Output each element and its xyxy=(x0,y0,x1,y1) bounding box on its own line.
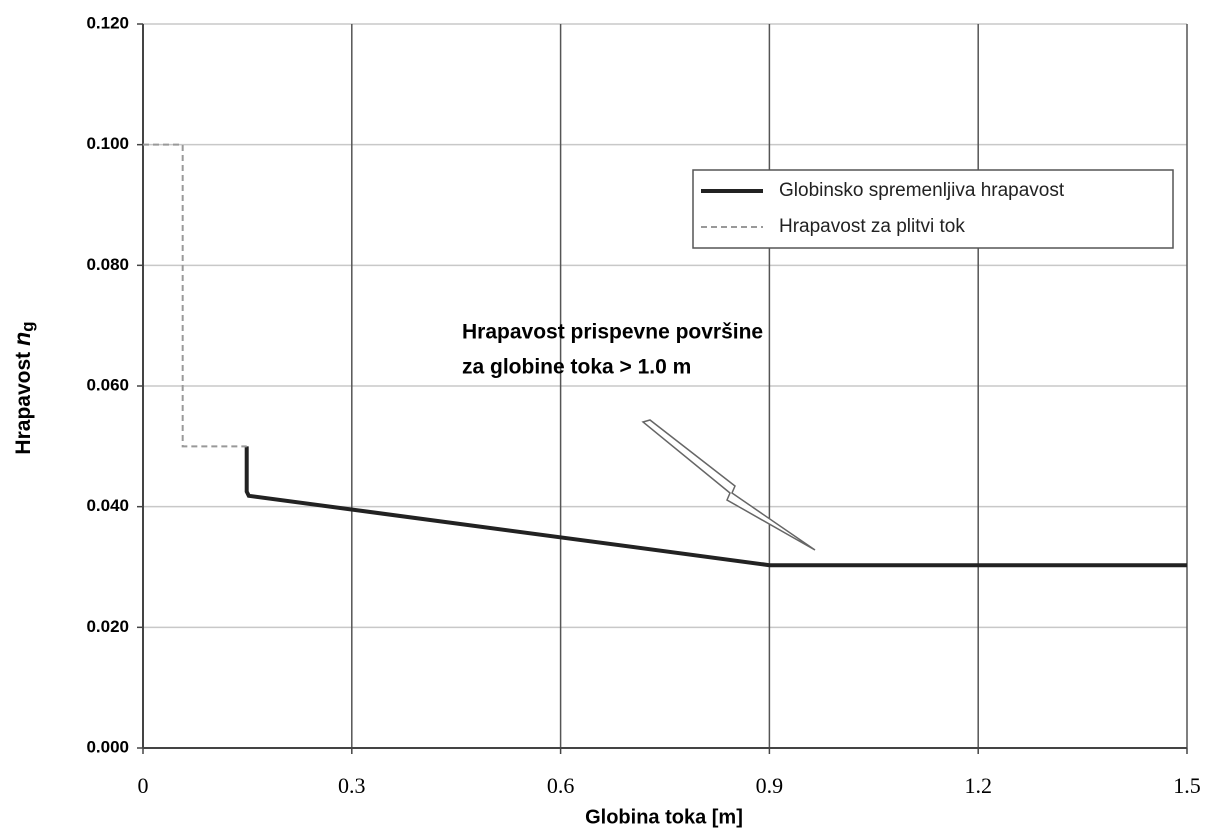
x-tick-label: 0.9 xyxy=(756,773,784,798)
y-tick-label: 0.040 xyxy=(86,496,129,515)
x-tick-label: 0 xyxy=(138,773,149,798)
y-tick-label: 0.020 xyxy=(86,617,129,636)
annotation-arrow xyxy=(641,419,816,551)
x-tick-label: 1.5 xyxy=(1173,773,1201,798)
series-line xyxy=(143,143,247,448)
y-tick-label: 0.080 xyxy=(86,255,129,274)
y-tick-label: 0.100 xyxy=(86,134,129,153)
y-tick-label: 0.060 xyxy=(86,375,129,394)
series-line xyxy=(244,446,1187,568)
annotation: za globine toka > 1.0 m xyxy=(462,356,691,379)
annotation: Hrapavost prispevne površine xyxy=(462,321,763,344)
y-tick-label: 0.000 xyxy=(86,737,129,756)
y-label-var: n xyxy=(9,332,35,346)
x-tick-label: 0.6 xyxy=(547,773,575,798)
legend-label: Globinsko spremenljiva hrapavost xyxy=(779,180,1065,201)
grid-layer: 0.000 0.020 0.040 0.060 0.080 0.100 0.120 0 0.3 0… xyxy=(86,13,1200,798)
x-tick-label: 1.2 xyxy=(964,773,992,798)
y-axis-label: Hrapavost ng xyxy=(9,321,37,454)
legend-label: Hrapavost za plitvi tok xyxy=(779,216,965,237)
y-label-sub: g xyxy=(18,321,37,331)
y-label-text: Hrapavost xyxy=(12,352,35,455)
legend-box xyxy=(692,169,1174,249)
x-axis-label: Globina toka [m] xyxy=(585,806,743,828)
x-tick-label: 0.3 xyxy=(338,773,366,798)
y-tick-label: 0.120 xyxy=(86,13,129,32)
